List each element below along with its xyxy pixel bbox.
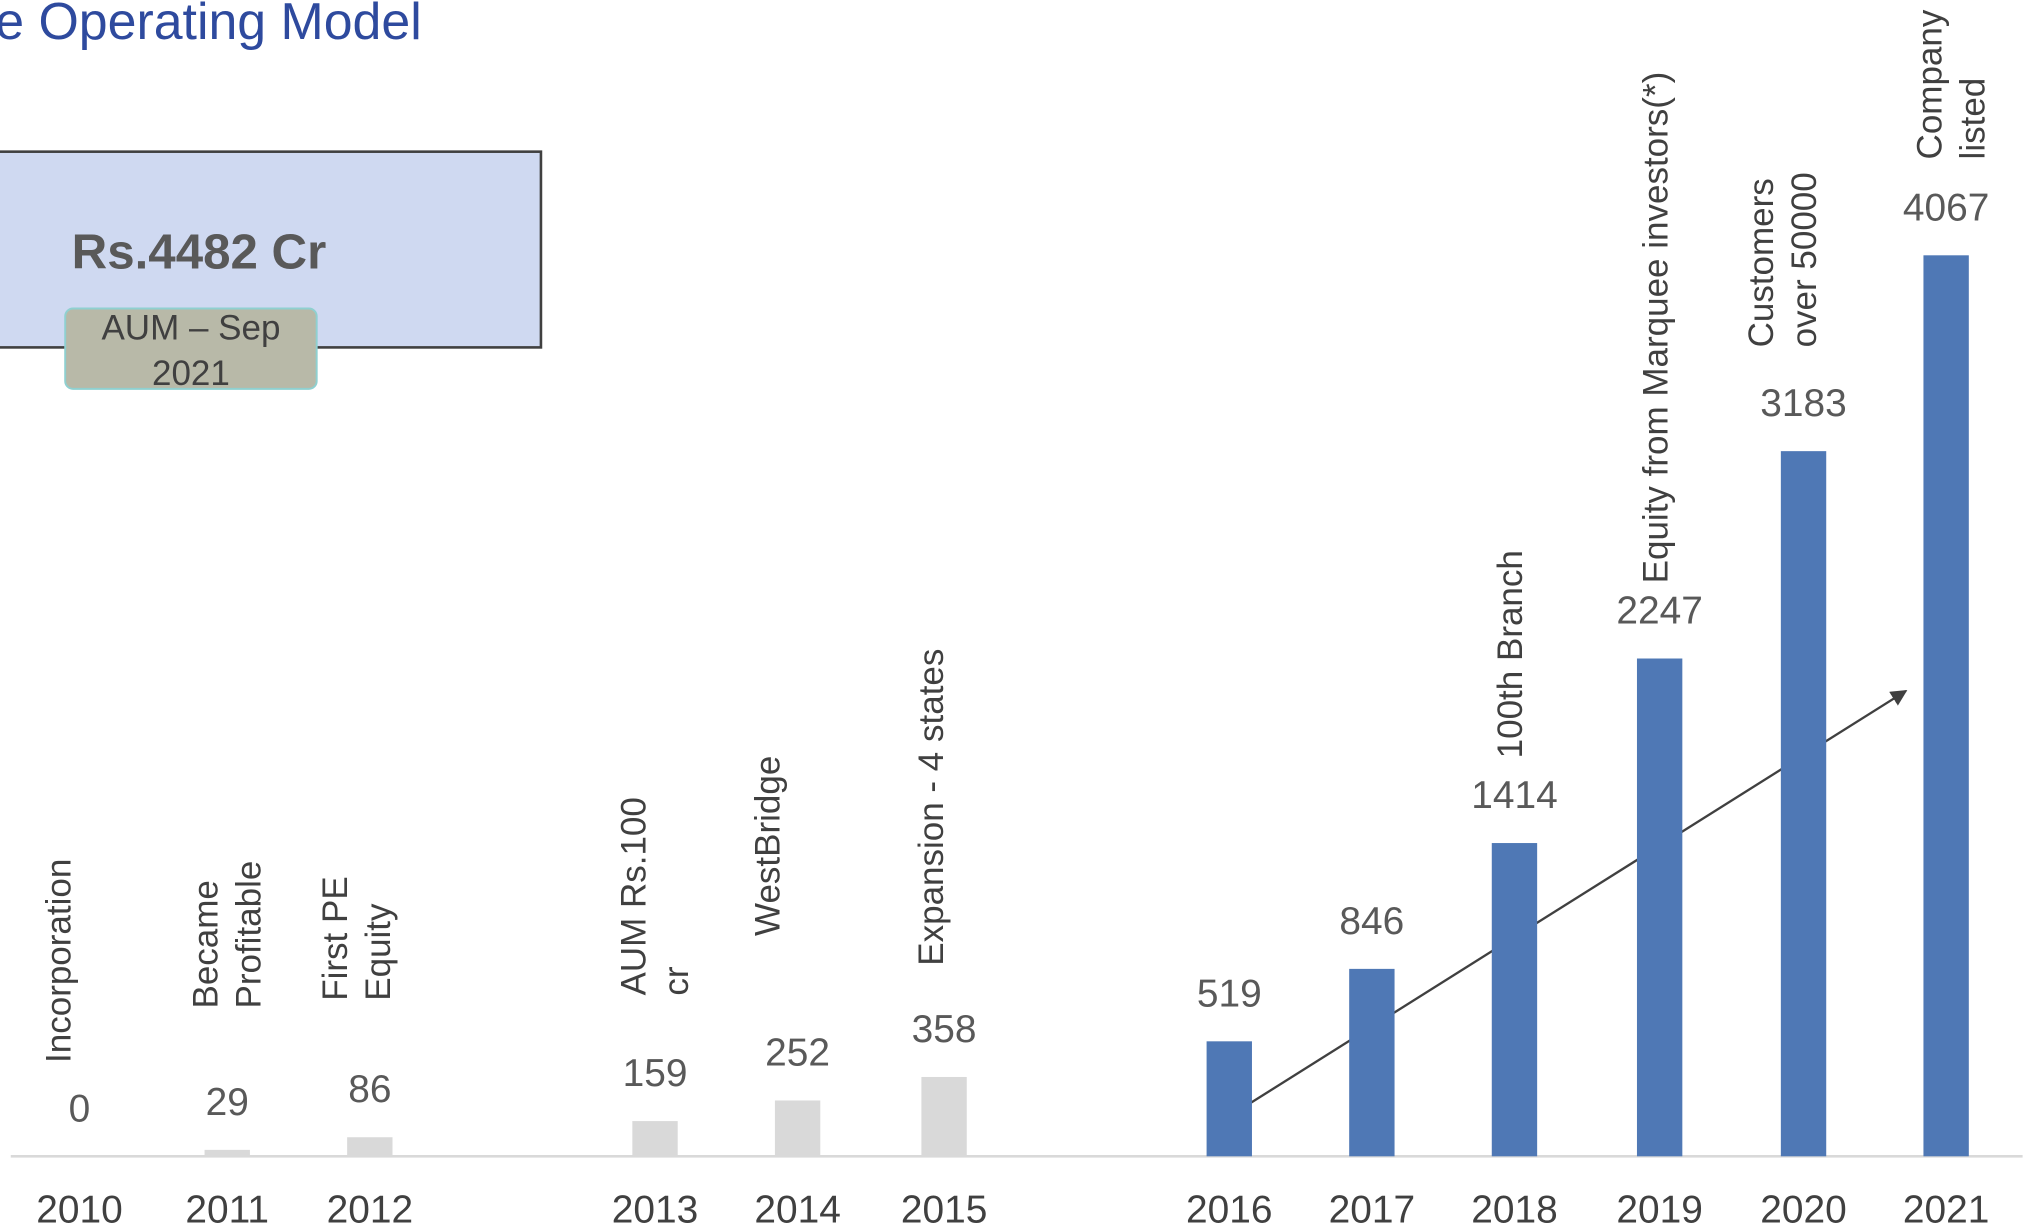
value-label: 159 bbox=[623, 1052, 688, 1095]
x-tick-label: 2018 bbox=[1471, 1188, 1557, 1225]
value-label: 86 bbox=[348, 1068, 391, 1111]
x-tick-label: 2014 bbox=[754, 1188, 840, 1225]
annotation: Company bbox=[1911, 9, 1950, 159]
value-label: 2247 bbox=[1616, 590, 1702, 633]
bar bbox=[1923, 255, 1969, 1157]
x-tick-label: 2011 bbox=[185, 1188, 269, 1225]
value-label: 519 bbox=[1197, 972, 1262, 1015]
value-label: 0 bbox=[69, 1087, 91, 1130]
annotation: Customers bbox=[1742, 178, 1781, 347]
value-label: 358 bbox=[912, 1008, 977, 1051]
bar bbox=[347, 1137, 393, 1157]
bar bbox=[1491, 843, 1538, 1157]
annotation: listed bbox=[1953, 78, 1992, 160]
x-tick-label: 2013 bbox=[612, 1188, 698, 1225]
annotation: AUM Rs.100 bbox=[614, 797, 653, 995]
value-label: 3183 bbox=[1760, 382, 1846, 425]
callout-label: AUM – Sep bbox=[101, 309, 280, 348]
value-label: 29 bbox=[206, 1081, 249, 1124]
annotation: WestBridge bbox=[748, 756, 787, 936]
x-tick-label: 2019 bbox=[1616, 1188, 1702, 1225]
annotation: Became bbox=[187, 880, 226, 1008]
callout-value: Rs.4482 Cr bbox=[72, 224, 327, 279]
x-tick-label: 2010 bbox=[36, 1188, 122, 1225]
annotation: Expansion - 4 states bbox=[912, 649, 951, 966]
annotation: over 50000 bbox=[1785, 172, 1824, 347]
bar bbox=[1780, 451, 1827, 1157]
annotation: Equity from Marquee investors(*) bbox=[1636, 72, 1675, 584]
bar bbox=[1349, 968, 1395, 1157]
value-label: 4067 bbox=[1903, 186, 1989, 229]
x-tick-label: 2021 bbox=[1903, 1188, 1989, 1225]
x-tick-label: 2017 bbox=[1329, 1188, 1415, 1225]
bar bbox=[774, 1100, 821, 1157]
bar bbox=[204, 1149, 250, 1157]
annotation: cr bbox=[657, 966, 696, 996]
chart-title: e Operating Model bbox=[0, 0, 422, 50]
annotation: 100th Branch bbox=[1491, 550, 1530, 758]
value-label: 252 bbox=[765, 1031, 830, 1074]
x-tick-label: 2020 bbox=[1760, 1188, 1846, 1225]
value-label: 846 bbox=[1339, 900, 1404, 943]
x-tick-label: 2012 bbox=[327, 1188, 413, 1225]
annotation: Incorporation bbox=[39, 859, 78, 1063]
bar bbox=[921, 1076, 967, 1157]
x-tick-label: 2015 bbox=[901, 1188, 987, 1225]
bar bbox=[1636, 658, 1683, 1157]
bar bbox=[1206, 1041, 1252, 1157]
value-label: 1414 bbox=[1471, 774, 1557, 817]
callout-label-box bbox=[64, 307, 318, 390]
annotation: First PE bbox=[316, 876, 355, 1000]
annotation: Profitable bbox=[229, 861, 268, 1009]
callout-label: 2021 bbox=[152, 354, 230, 393]
annotation: Equity bbox=[359, 903, 398, 1001]
bar bbox=[632, 1121, 678, 1157]
x-tick-label: 2016 bbox=[1186, 1188, 1272, 1225]
